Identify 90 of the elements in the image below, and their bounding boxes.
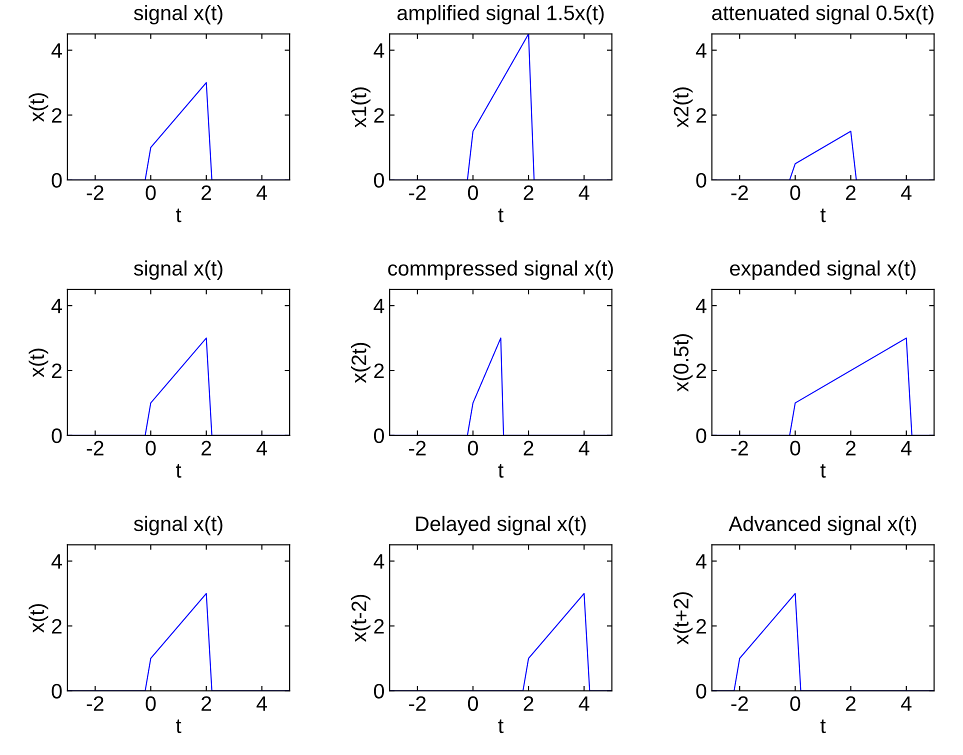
y-tick-label: 0 xyxy=(696,428,706,444)
x-axis-title: t xyxy=(820,464,826,478)
x-tick-label: 4 xyxy=(256,441,268,456)
x-tick-label: 2 xyxy=(846,185,856,200)
chart-title: Advanced signal x(t) xyxy=(728,516,916,536)
chart-title: signal x(t) xyxy=(134,4,222,24)
x-tick-label: -2 xyxy=(409,185,426,200)
x-tick-label: 2 xyxy=(846,696,856,711)
y-axis-title: x1(t) xyxy=(351,87,370,128)
y-tick-label: 0 xyxy=(374,684,384,699)
y-tick-label: 4 xyxy=(696,554,706,569)
x-tick-label: 4 xyxy=(901,441,912,456)
y-tick-label: 4 xyxy=(374,554,384,569)
x-tick-label: 2 xyxy=(524,185,534,200)
y-tick-label: 0 xyxy=(374,172,384,188)
x-tick-label: 4 xyxy=(901,696,912,711)
y-axis-title: x(0.5t) xyxy=(673,334,693,392)
x-tick-label: -2 xyxy=(86,185,104,200)
x-tick-label: 0 xyxy=(146,696,156,711)
x-axis-title: t xyxy=(498,464,504,478)
x-tick-label: -2 xyxy=(731,440,748,456)
y-axis-title: x(t) xyxy=(28,604,48,633)
y-axis-title: x(t) xyxy=(28,348,48,378)
x-tick-label: 4 xyxy=(256,186,268,200)
x-tick-label: 2 xyxy=(202,185,212,200)
y-tick-label: 4 xyxy=(51,554,62,569)
x-tick-label: 0 xyxy=(468,440,478,456)
x-tick-label: 0 xyxy=(468,696,478,711)
y-tick-label: 0 xyxy=(52,684,62,699)
x-tick-label: 0 xyxy=(146,440,156,456)
x-tick-label: 2 xyxy=(202,440,212,456)
chart-title: signal x(t) xyxy=(134,260,222,280)
y-tick-label: 0 xyxy=(52,172,62,188)
y-tick-label: 2 xyxy=(374,108,384,123)
x-tick-label: -2 xyxy=(409,696,426,711)
x-tick-label: 0 xyxy=(146,185,156,200)
x-tick-label: -2 xyxy=(731,185,748,200)
x-tick-label: 2 xyxy=(202,696,212,711)
chart-title: expanded signal x(t) xyxy=(730,260,916,280)
x-axis-title: t xyxy=(176,464,182,478)
y-tick-label: 0 xyxy=(696,684,706,699)
x-tick-label: 4 xyxy=(578,696,590,711)
y-tick-label: 4 xyxy=(696,43,706,58)
y-tick-label: 2 xyxy=(696,364,706,378)
y-tick-label: 4 xyxy=(374,298,384,314)
y-tick-label: 4 xyxy=(51,43,62,58)
y-tick-label: 4 xyxy=(696,298,706,314)
x-tick-label: 4 xyxy=(578,186,590,200)
y-axis-title: x(t) xyxy=(28,93,48,122)
x-tick-label: 2 xyxy=(846,440,856,456)
y-tick-label: 2 xyxy=(374,618,384,634)
x-tick-label: 0 xyxy=(790,696,800,711)
y-tick-label: 0 xyxy=(696,172,706,188)
y-axis-title: x2(t) xyxy=(673,87,693,128)
x-tick-label: 0 xyxy=(790,185,800,200)
y-axis-title: x(t-2) xyxy=(351,594,370,642)
y-tick-label: 0 xyxy=(374,428,384,444)
y-tick-label: 2 xyxy=(52,364,62,378)
x-tick-label: -2 xyxy=(86,696,104,711)
x-tick-label: 2 xyxy=(524,440,534,456)
x-tick-label: 4 xyxy=(256,696,268,711)
x-axis-title: t xyxy=(820,720,826,734)
chart-title: amplified signal 1.5x(t) xyxy=(397,4,604,24)
x-axis-title: t xyxy=(176,720,182,734)
x-tick-label: 4 xyxy=(578,441,590,456)
x-axis-title: t xyxy=(498,208,504,222)
y-tick-label: 4 xyxy=(51,298,62,314)
y-tick-label: 0 xyxy=(52,428,62,444)
y-tick-label: 2 xyxy=(52,618,62,634)
y-tick-label: 2 xyxy=(52,108,62,123)
y-tick-label: 2 xyxy=(696,108,706,123)
chart-title: Delayed signal x(t) xyxy=(416,516,586,536)
y-tick-label: 2 xyxy=(696,618,706,634)
x-tick-label: -2 xyxy=(409,440,426,456)
y-tick-label: 2 xyxy=(374,364,384,378)
x-tick-label: 0 xyxy=(468,185,478,200)
x-tick-label: 4 xyxy=(901,186,912,200)
x-tick-label: -2 xyxy=(731,696,748,711)
x-tick-label: -2 xyxy=(86,440,104,456)
y-axis-title: x(t+2) xyxy=(673,592,693,645)
y-tick-label: 4 xyxy=(374,43,384,58)
x-axis-title: t xyxy=(176,208,182,222)
chart-title: commpressed signal x(t) xyxy=(388,260,613,280)
chart-title: signal x(t) xyxy=(134,516,222,536)
y-axis-title: x(2t) xyxy=(351,342,370,383)
x-tick-label: 2 xyxy=(524,696,534,711)
x-axis-title: t xyxy=(498,720,504,734)
x-axis-title: t xyxy=(820,208,826,222)
x-tick-label: 0 xyxy=(790,440,800,456)
chart-title: attenuated signal 0.5x(t) xyxy=(712,4,934,24)
